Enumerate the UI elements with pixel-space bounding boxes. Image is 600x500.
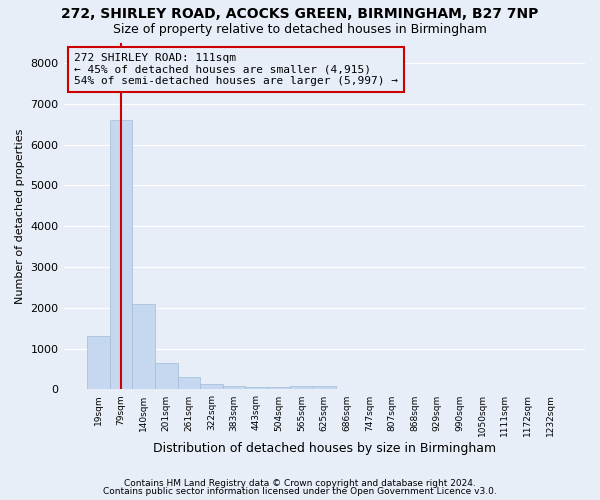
Bar: [245, 388, 268, 390]
Bar: [290, 386, 313, 390]
Bar: [110, 120, 133, 390]
Text: Size of property relative to detached houses in Birmingham: Size of property relative to detached ho…: [113, 22, 487, 36]
Bar: [178, 377, 200, 390]
Bar: [313, 386, 335, 390]
Bar: [133, 304, 155, 390]
Bar: [223, 386, 245, 390]
Text: 272 SHIRLEY ROAD: 111sqm
← 45% of detached houses are smaller (4,915)
54% of sem: 272 SHIRLEY ROAD: 111sqm ← 45% of detach…: [74, 53, 398, 86]
Text: Contains public sector information licensed under the Open Government Licence v3: Contains public sector information licen…: [103, 487, 497, 496]
Text: Contains HM Land Registry data © Crown copyright and database right 2024.: Contains HM Land Registry data © Crown c…: [124, 478, 476, 488]
Bar: [87, 336, 110, 390]
Text: 272, SHIRLEY ROAD, ACOCKS GREEN, BIRMINGHAM, B27 7NP: 272, SHIRLEY ROAD, ACOCKS GREEN, BIRMING…: [61, 8, 539, 22]
Bar: [268, 388, 290, 390]
Bar: [155, 363, 178, 390]
X-axis label: Distribution of detached houses by size in Birmingham: Distribution of detached houses by size …: [153, 442, 496, 455]
Y-axis label: Number of detached properties: Number of detached properties: [15, 128, 25, 304]
Bar: [200, 384, 223, 390]
